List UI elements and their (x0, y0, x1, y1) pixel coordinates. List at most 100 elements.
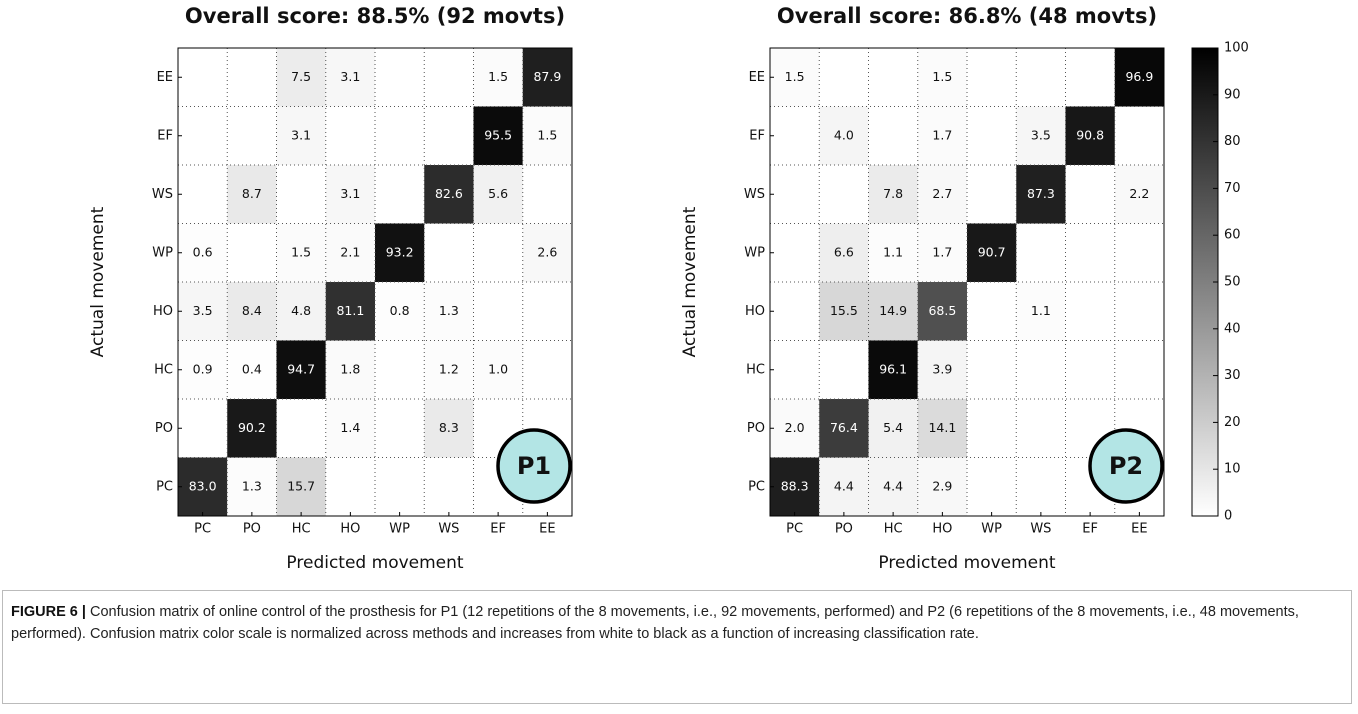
cell (522, 223, 572, 282)
cell-label: 95.5 (484, 127, 512, 142)
cell (325, 399, 375, 458)
cell (227, 282, 277, 341)
y-tick-label: WS (744, 187, 765, 202)
y-tick-label: WP (744, 245, 765, 260)
colorbar-tick-label: 70 (1224, 181, 1241, 196)
cell (819, 457, 869, 516)
cell-label: 8.7 (242, 186, 262, 201)
y-tick-label: WS (152, 187, 173, 202)
y-tick-label: WP (152, 245, 173, 260)
cell-label: 8.4 (242, 303, 262, 318)
cell (276, 457, 326, 516)
cell (473, 165, 523, 224)
cell-label: 1.4 (340, 420, 360, 435)
cell (424, 165, 474, 224)
cell (424, 399, 474, 458)
cell (917, 282, 967, 341)
plot-frame (177, 47, 573, 517)
cell-label: 7.8 (883, 186, 903, 201)
cell-label: 0.4 (242, 361, 262, 376)
cell-label: 68.5 (928, 303, 956, 318)
cell-label: 1.5 (932, 69, 952, 84)
y-axis-label: Actual movement (680, 206, 700, 357)
cell (819, 282, 869, 341)
cell (770, 457, 820, 516)
cell-label: 87.9 (533, 69, 561, 84)
x-tick-label: WP (389, 522, 410, 537)
cell (325, 165, 375, 224)
cell-label: 93.2 (386, 244, 414, 259)
y-tick-label: HC (154, 362, 173, 377)
cell (868, 399, 918, 458)
figure: Overall score: 88.5% (92 movts) 7.5 3.1 1.5… (88, 4, 1249, 573)
cell-label: 1.7 (932, 244, 952, 259)
colorbar-tick-label: 50 (1224, 275, 1241, 290)
cell-label: 2.9 (932, 478, 952, 493)
cell-label: 4.8 (291, 303, 311, 318)
cell (375, 282, 425, 341)
x-tick-label: HO (340, 522, 360, 537)
cell (227, 340, 277, 399)
cell-label: 8.3 (439, 420, 459, 435)
cell-label: 15.7 (287, 478, 315, 493)
cell-label: 1.5 (785, 69, 805, 84)
cell-label: 3.9 (932, 361, 952, 376)
cell (227, 457, 277, 516)
cell (276, 48, 326, 107)
colorbar-tick-label: 20 (1224, 415, 1241, 430)
cell (917, 399, 967, 458)
x-tick-label: EE (1131, 522, 1147, 537)
cell (178, 223, 228, 282)
colorbar-tick-label: 0 (1224, 509, 1232, 524)
cell (276, 223, 326, 282)
cell-label: 2.7 (932, 186, 952, 201)
x-tick-label: EE (539, 522, 555, 537)
y-tick-label: EF (749, 128, 765, 143)
cell-label: 1.0 (488, 361, 508, 376)
caption: FIGURE 6 | Confusion matrix of online co… (2, 590, 1352, 704)
x-tick-label: HO (932, 522, 952, 537)
badge-circle (1088, 428, 1164, 504)
x-tick-label: WS (438, 522, 459, 537)
chart-title: Overall score: 86.8% (48 movts) (777, 4, 1157, 28)
cell (325, 223, 375, 282)
x-axis-label: Predicted movement (878, 553, 1055, 573)
colorbar-tick-label: 100 (1224, 41, 1249, 56)
y-axis-label: Actual movement (88, 206, 108, 357)
cell (770, 48, 820, 107)
cell-label: 90.8 (1076, 127, 1104, 142)
cell (276, 282, 326, 341)
cell-label: 14.1 (928, 420, 956, 435)
x-tick-label: PC (194, 522, 211, 537)
x-tick-label: EF (1082, 522, 1098, 537)
cell (1016, 282, 1066, 341)
cell-label: 90.2 (238, 420, 266, 435)
cell (1114, 48, 1164, 107)
cell-label: 15.5 (830, 303, 858, 318)
cell-label: 83.0 (189, 478, 217, 493)
cell (1114, 165, 1164, 224)
cell-label: 7.5 (291, 69, 311, 84)
cell-label: 4.4 (883, 478, 903, 493)
cell-label: 1.5 (291, 244, 311, 259)
cell-label: 3.1 (340, 186, 360, 201)
cell-label: 5.6 (488, 186, 508, 201)
cell-label: 3.5 (1031, 127, 1051, 142)
cell (325, 282, 375, 341)
x-tick-label: PO (835, 522, 853, 537)
cell-label: 82.6 (435, 186, 463, 201)
cell (227, 399, 277, 458)
plot-frame (769, 47, 1165, 517)
cell-label: 5.4 (883, 420, 903, 435)
cell-label: 90.7 (978, 244, 1006, 259)
x-tick-label: PO (243, 522, 261, 537)
cell-label: 3.1 (340, 69, 360, 84)
cell (967, 223, 1017, 282)
cell (917, 223, 967, 282)
cell-label: 6.6 (834, 244, 854, 259)
cell-label: 1.1 (883, 244, 903, 259)
colorbar-tick-label: 60 (1224, 228, 1241, 243)
y-tick-label: EE (749, 70, 765, 85)
cell (424, 282, 474, 341)
x-tick-label: HC (292, 522, 311, 537)
